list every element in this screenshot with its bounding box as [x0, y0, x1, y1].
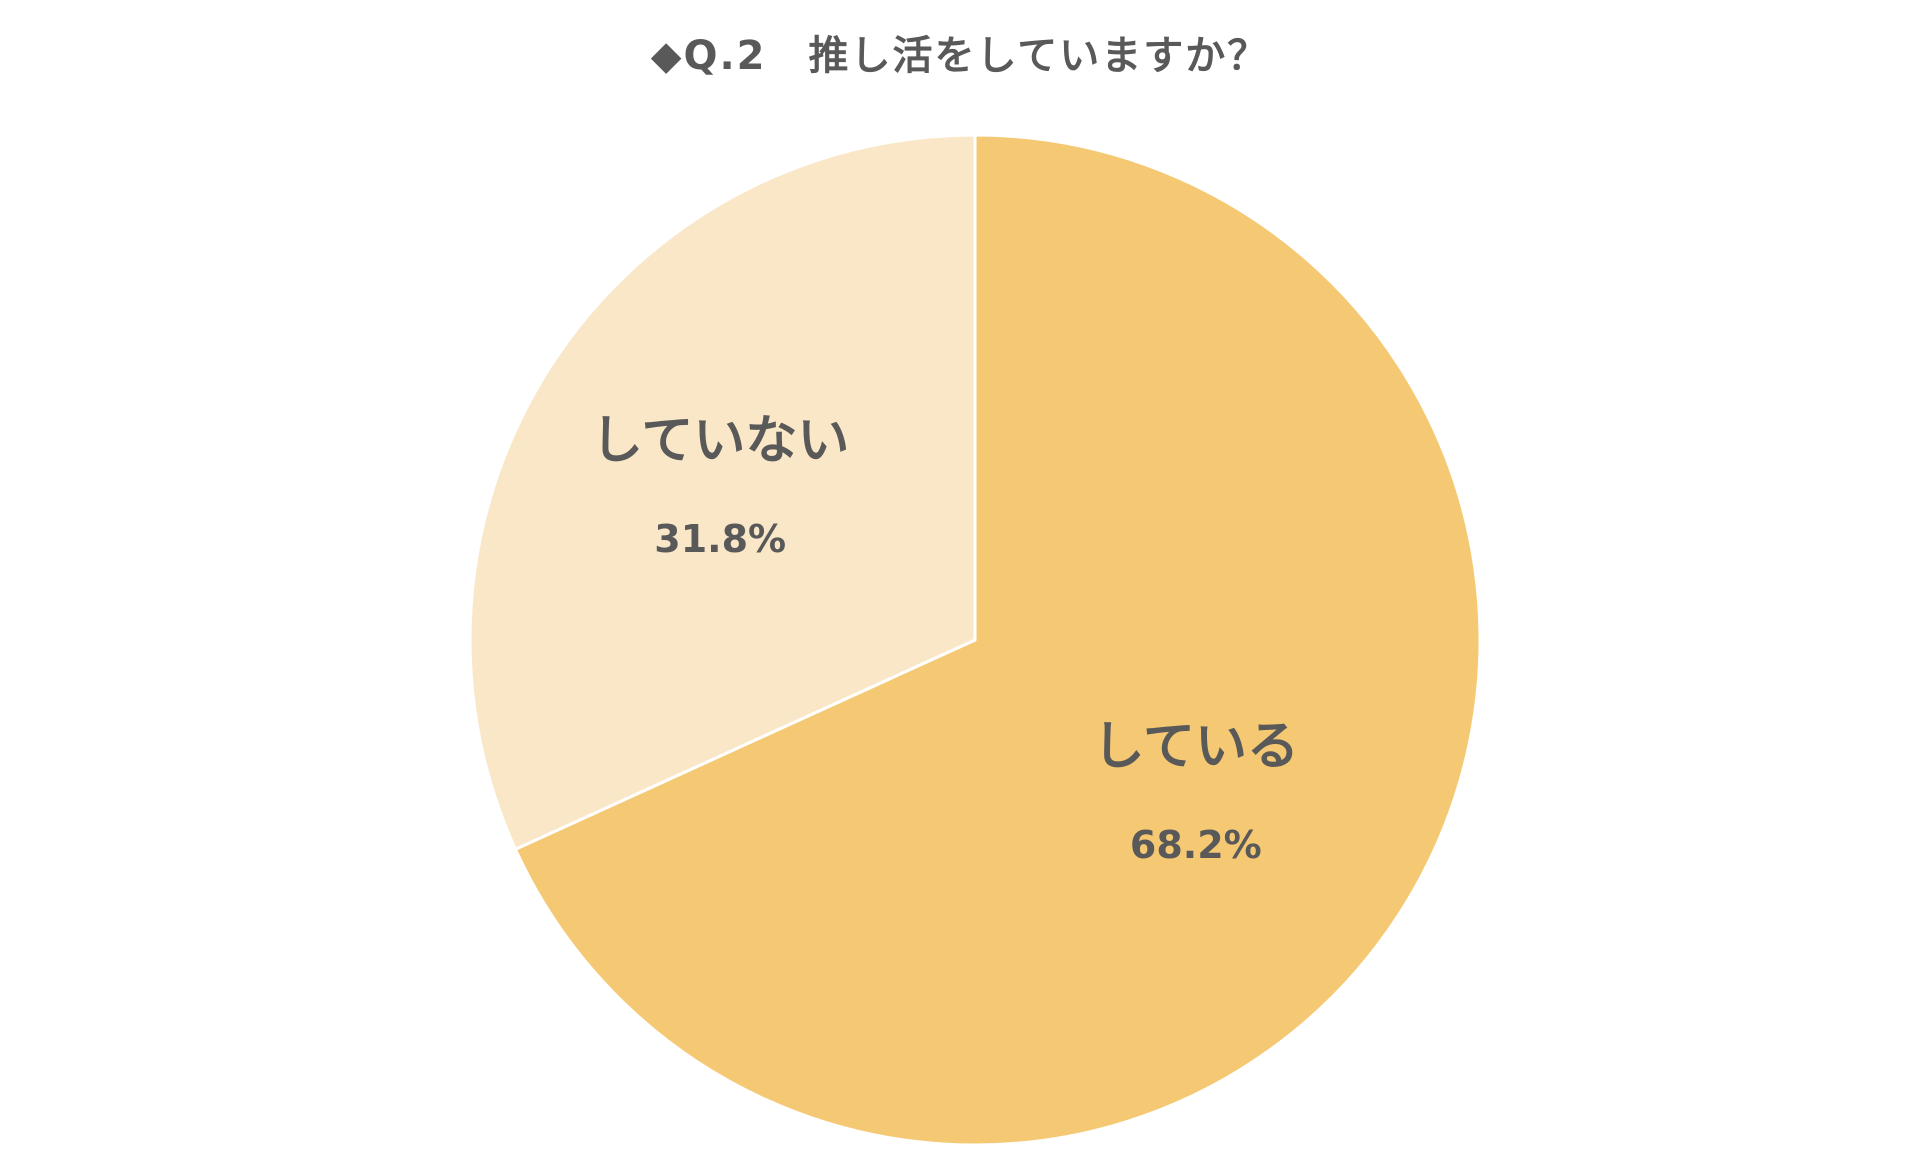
- slice-not-doing-label: していない: [591, 411, 849, 471]
- slice-doing-label: している: [1093, 717, 1299, 777]
- slice-not-doing: [468, 133, 977, 851]
- pie-slices: [468, 133, 1482, 1147]
- slice-not-doing-value-label: 31.8%: [654, 517, 786, 561]
- slice-doing-value-label: 68.2%: [1130, 823, 1262, 867]
- pie-labels: している 68.2% していない 31.8%: [591, 411, 1299, 867]
- slice-doing: [513, 133, 1482, 1147]
- chart-title: ◆Q.2 推し活をしていますか？: [650, 33, 1270, 79]
